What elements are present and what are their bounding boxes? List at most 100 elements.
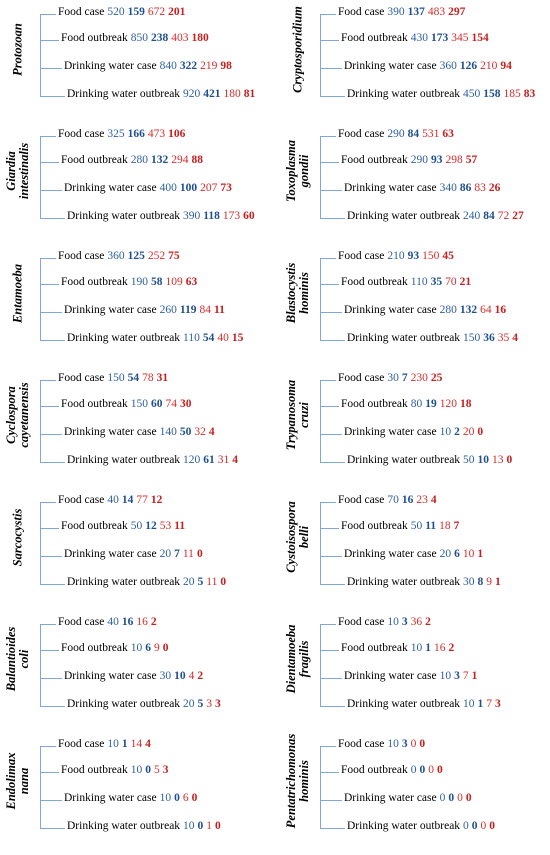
organism-panel: Giardia intestinalis Food case 325 166 473 106… — [0, 122, 550, 243]
value-4: 3 — [162, 764, 169, 776]
value-4: 0 — [437, 764, 443, 776]
value-4: 1 — [495, 576, 501, 588]
bracket-branch — [40, 624, 56, 625]
bracket-branch — [320, 312, 342, 313]
row-label: Drinking water outbreak — [347, 210, 461, 222]
row-label: Drinking water outbreak — [347, 820, 461, 832]
data-row: Food outbreak 290 93 298 57 — [341, 154, 477, 167]
data-row: Drinking water case 20 7 11 0 — [64, 548, 203, 561]
value-3: 207 — [200, 182, 218, 194]
bracket-branch — [320, 96, 345, 97]
row-label: Drinking water outbreak — [67, 332, 181, 344]
value-2: 5 — [197, 576, 204, 588]
value-4: 18 — [460, 398, 472, 410]
value-4: 81 — [243, 88, 256, 100]
bracket-branch — [40, 678, 62, 679]
value-4: 27 — [512, 210, 524, 222]
bracket-branch — [40, 650, 59, 651]
data-row: Food case 30 7 230 25 — [338, 372, 442, 385]
data-row: Food case 360 125 252 75 — [58, 250, 180, 263]
organism-panel: Cyclospora cayetanensis Food case 150 54 78 31… — [0, 366, 550, 487]
value-3: 18 — [439, 520, 451, 532]
value-1: 10 — [387, 738, 399, 750]
row-label: Food outbreak — [61, 32, 128, 44]
bracket-branch — [320, 190, 342, 191]
value-3: 403 — [171, 32, 189, 44]
value-2: 16 — [401, 494, 414, 506]
value-1: 0 — [410, 764, 417, 776]
data-row: Drinking water outbreak 0 0 0 0 — [347, 820, 495, 833]
value-2: 159 — [127, 6, 145, 18]
value-2: 11 — [425, 520, 437, 532]
data-row: Drinking water outbreak 10 0 1 0 — [67, 820, 221, 833]
value-2: 2 — [454, 426, 460, 438]
bracket-branch — [40, 14, 56, 15]
value-3: 40 — [217, 332, 229, 344]
bracket-branch — [40, 800, 62, 801]
value-1: 140 — [159, 426, 177, 438]
value-3: 219 — [200, 60, 218, 72]
data-row: Food case 290 84 531 63 — [338, 128, 454, 141]
row-label: Drinking water case — [64, 60, 157, 72]
value-1: 290 — [387, 128, 405, 140]
data-row: Drinking water case 400 100 207 73 — [64, 182, 232, 195]
value-3: 4 — [188, 670, 195, 682]
value-3: 16 — [434, 642, 446, 654]
value-3: 9 — [154, 642, 160, 654]
bracket-branch — [320, 434, 342, 435]
value-2: 6 — [145, 642, 152, 654]
bracket-branch — [320, 462, 345, 463]
data-row: Food outbreak 430 173 345 154 — [341, 32, 489, 45]
row-label: Food case — [58, 494, 105, 506]
data-row: Food outbreak 110 35 70 21 — [341, 276, 471, 289]
value-4: 0 — [215, 820, 221, 832]
value-2: 3 — [454, 670, 460, 682]
data-row: Drinking water case 260 119 84 11 — [64, 304, 225, 317]
organism-panel: Cryptosporidium Food case 390 137 483 297 Food… — [0, 0, 550, 121]
value-1: 190 — [130, 276, 149, 288]
bracket-branch — [320, 502, 336, 503]
data-row: Food case 40 14 77 12 — [58, 494, 162, 507]
value-2: 50 — [179, 426, 192, 438]
data-row: Drinking water outbreak 50 10 13 0 — [347, 454, 512, 467]
row-label: Food outbreak — [341, 32, 408, 44]
value-4: 7 — [453, 520, 460, 532]
data-row: Drinking water outbreak 450 158 185 83 — [347, 88, 535, 101]
value-2: 0 — [174, 792, 180, 804]
organism-title-line: belli — [297, 525, 311, 549]
value-3: 83 — [474, 182, 486, 194]
value-4: 3 — [215, 698, 221, 710]
value-3: 7 — [486, 698, 493, 710]
data-row: Drinking water case 280 132 64 16 — [344, 304, 506, 317]
data-row: Food outbreak 0 0 0 0 — [341, 764, 443, 777]
value-3: 0 — [457, 792, 463, 804]
value-2: 8 — [477, 576, 484, 588]
value-1: 150 — [463, 332, 481, 344]
value-1: 10 — [107, 738, 119, 750]
value-1: 260 — [159, 304, 177, 316]
organism-title-line: cruzi — [297, 402, 311, 428]
bracket-branch — [40, 706, 65, 707]
value-4: 0 — [220, 576, 227, 588]
bracket-branch — [40, 162, 59, 163]
value-2: 84 — [407, 128, 420, 140]
value-2: 36 — [483, 332, 495, 344]
bracket-line — [320, 502, 321, 584]
value-1: 0 — [463, 820, 469, 832]
data-row: Food case 70 16 23 4 — [338, 494, 437, 507]
value-4: 11 — [213, 304, 225, 316]
data-row: Drinking water outbreak 390 118 173 60 — [67, 210, 255, 223]
bracket-line — [40, 136, 41, 218]
value-1: 40 — [107, 616, 119, 628]
data-row: Drinking water outbreak 920 421 180 81 — [67, 88, 255, 101]
data-row: Drinking water case 20 6 10 1 — [344, 548, 483, 561]
value-3: 210 — [480, 60, 498, 72]
bracket-branch — [40, 528, 59, 529]
value-4: 57 — [465, 154, 478, 166]
value-4: 31 — [156, 372, 169, 384]
row-label: Drinking water outbreak — [67, 454, 181, 466]
value-1: 70 — [387, 494, 399, 506]
bracket-branch — [40, 462, 65, 463]
value-1: 840 — [159, 60, 177, 72]
bracket-branch — [320, 624, 336, 625]
